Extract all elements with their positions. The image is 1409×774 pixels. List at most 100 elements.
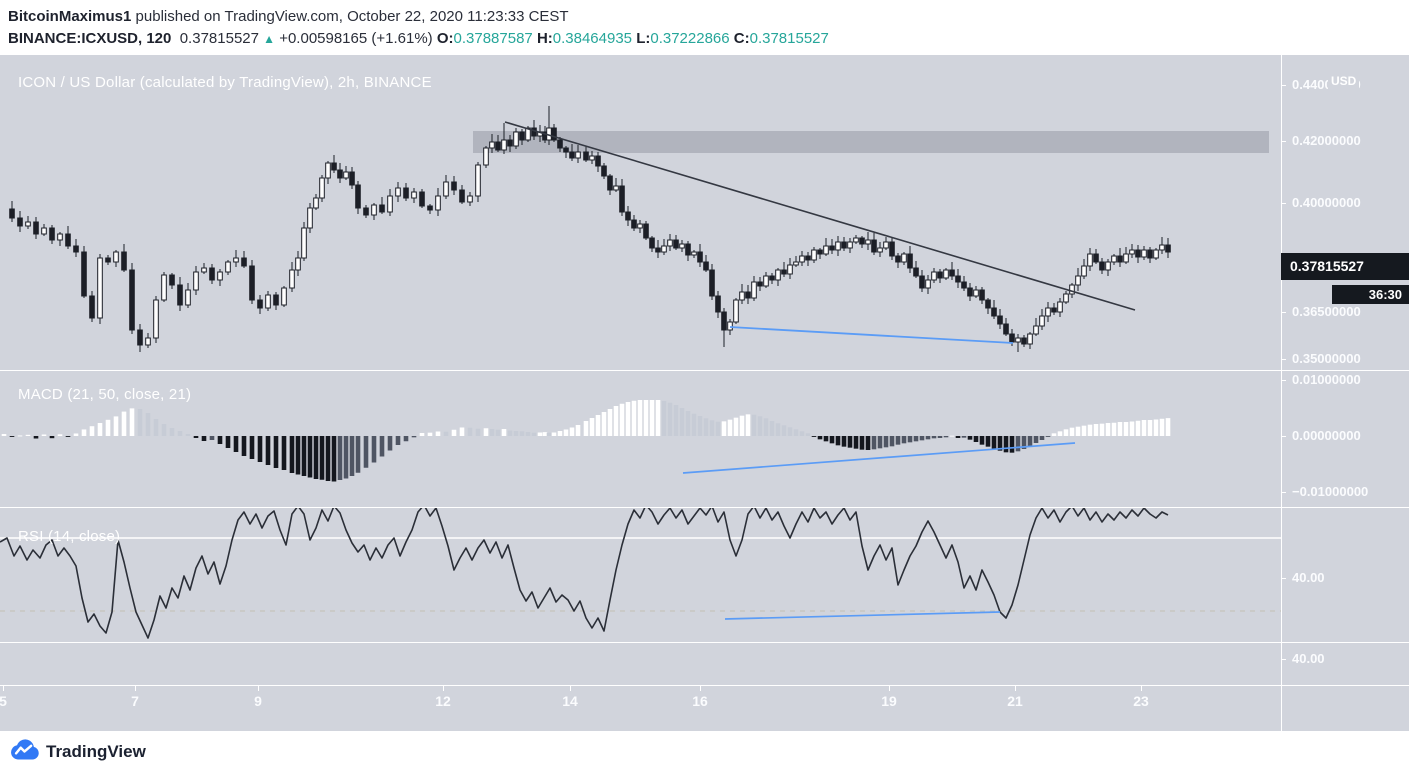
time-tick-label[interactable]: 9 xyxy=(254,693,262,709)
macd-panel-plot[interactable] xyxy=(1,400,1171,482)
time-tick-mark xyxy=(135,685,136,691)
candle-body xyxy=(949,269,955,277)
axis-tick-label: 0.01000000 xyxy=(1292,372,1361,387)
candle-body xyxy=(1051,307,1057,313)
time-tick-mark xyxy=(1015,685,1016,691)
candle-body xyxy=(525,127,531,141)
price-support-line[interactable] xyxy=(729,326,1014,344)
axis-tick-mark xyxy=(1281,659,1286,660)
candle-body xyxy=(49,227,55,241)
candle-body xyxy=(1105,261,1111,271)
macd-bar xyxy=(257,436,263,462)
chart-plot[interactable] xyxy=(0,55,1281,731)
candle-body xyxy=(355,184,361,209)
rsi-trendline[interactable] xyxy=(724,611,1001,620)
candle-body xyxy=(739,291,745,301)
macd-bar xyxy=(955,436,961,438)
rsi-panel-title: RSI (14, close) xyxy=(18,528,121,545)
time-tick-label[interactable]: 7 xyxy=(131,693,139,709)
candle-body xyxy=(745,291,751,299)
candle-body xyxy=(787,264,793,275)
candle-body xyxy=(557,139,563,149)
candle-body xyxy=(495,141,501,151)
candle-body xyxy=(793,261,799,266)
macd-bar xyxy=(1099,423,1105,436)
candle-body xyxy=(781,269,787,275)
candle-body xyxy=(1015,337,1021,343)
time-tick-label[interactable]: 16 xyxy=(692,693,708,709)
time-tick-label[interactable]: 14 xyxy=(562,693,578,709)
macd-bar xyxy=(1147,420,1153,436)
macd-bar xyxy=(931,436,937,439)
candle-body xyxy=(501,139,507,151)
candle-body xyxy=(1123,253,1129,263)
candle-body xyxy=(313,197,319,209)
candle-body xyxy=(395,187,401,197)
macd-bar xyxy=(113,416,119,436)
price-panel-plot[interactable] xyxy=(9,106,1269,352)
macd-bar xyxy=(443,431,449,436)
macd-bar xyxy=(435,431,441,436)
candle-body xyxy=(607,175,613,191)
publish-info-line: BitcoinMaximus1 published on TradingView… xyxy=(8,8,569,25)
macd-bar xyxy=(859,436,865,450)
candle-body xyxy=(1135,249,1141,258)
time-tick-label[interactable]: 21 xyxy=(1007,693,1023,709)
macd-bar xyxy=(991,436,997,449)
candle-body xyxy=(691,251,697,256)
time-tick-label[interactable]: 12 xyxy=(435,693,451,709)
tradingview-brand-text[interactable]: TradingView xyxy=(46,742,146,761)
candle-body xyxy=(895,255,901,263)
chart-area[interactable]: ICON / US Dollar (calculated by TradingV… xyxy=(0,55,1409,731)
candle-body xyxy=(955,275,961,283)
macd-bar xyxy=(721,421,727,436)
axis-tick-mark xyxy=(1281,436,1286,437)
time-tick-label[interactable]: 23 xyxy=(1133,693,1149,709)
candle-body xyxy=(475,164,481,197)
time-tick-label[interactable]: 5 xyxy=(0,693,7,709)
candle-body xyxy=(113,251,119,263)
macd-bar xyxy=(185,434,191,436)
macd-bar xyxy=(775,423,781,436)
macd-bar xyxy=(1111,422,1117,436)
candle-body xyxy=(631,219,637,229)
candle-body xyxy=(169,274,175,286)
candle-body xyxy=(489,141,495,149)
macd-bar xyxy=(483,428,489,436)
candle-body xyxy=(1057,301,1063,313)
candle-body xyxy=(841,241,847,249)
macd-bar xyxy=(937,436,943,438)
candle-body xyxy=(185,289,191,306)
candle-body xyxy=(419,191,425,207)
macd-bar xyxy=(295,436,301,475)
macd-bar xyxy=(225,436,231,448)
candle-body xyxy=(427,205,433,211)
macd-bar xyxy=(997,436,1003,451)
candle-body xyxy=(697,251,703,263)
candle-body xyxy=(613,185,619,191)
candle-body xyxy=(589,155,595,161)
time-tick-label[interactable]: 19 xyxy=(881,693,897,709)
macd-bar xyxy=(1117,422,1123,436)
low-value: 0.37222866 xyxy=(650,30,730,47)
low-label: L: xyxy=(636,30,651,47)
candle-body xyxy=(991,307,997,317)
candle-body xyxy=(137,329,143,346)
candle-body xyxy=(979,289,985,301)
macd-trendline[interactable] xyxy=(682,442,1076,474)
candle-body xyxy=(817,249,823,255)
candle-body xyxy=(443,181,449,197)
candle-body xyxy=(649,237,655,249)
candle-body xyxy=(709,269,715,297)
macd-bar xyxy=(1165,418,1171,436)
candle-body xyxy=(1063,293,1069,303)
descending-trendline[interactable] xyxy=(504,121,1136,311)
tradingview-logo-icon[interactable] xyxy=(9,739,41,763)
candle-body xyxy=(483,147,489,166)
candle-body xyxy=(1021,337,1027,345)
candle-body xyxy=(209,267,215,281)
macd-bar xyxy=(145,413,151,436)
rsi-panel-plot[interactable] xyxy=(0,505,1281,639)
macd-bar xyxy=(601,412,607,436)
candle-body xyxy=(435,195,441,211)
